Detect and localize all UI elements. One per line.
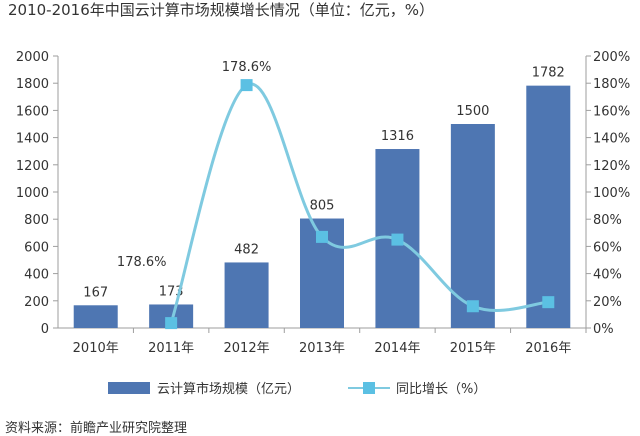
left-axis-tick-label: 600 bbox=[24, 240, 49, 255]
growth-line-marker bbox=[542, 296, 555, 309]
legend-line-marker bbox=[363, 382, 375, 394]
right-axis-tick-label: 100% bbox=[593, 186, 630, 201]
right-tick-group: 0% 20% 40% 60% 80% 100% 120% 140% 160% 180% 200% bbox=[586, 50, 630, 337]
left-axis-tick-label: 1200 bbox=[16, 159, 49, 174]
left-axis-tick-label: 1600 bbox=[16, 104, 49, 119]
x-axis-tick-label: 2014年 bbox=[374, 341, 420, 356]
bar-data-label: 1782 bbox=[532, 66, 565, 81]
growth-line-marker bbox=[240, 79, 253, 92]
bar-mark bbox=[224, 262, 269, 328]
growth-line-marker bbox=[316, 230, 328, 243]
right-axis-tick-label: 0% bbox=[593, 322, 614, 337]
left-axis-tick-label: 1800 bbox=[16, 77, 49, 92]
legend-bar-swatch bbox=[108, 382, 150, 394]
right-axis-tick-label: 160% bbox=[593, 104, 630, 119]
right-axis-tick-label: 180% bbox=[593, 77, 630, 92]
left-axis-tick-label: 0 bbox=[41, 322, 49, 337]
left-axis-tick-label: 1000 bbox=[16, 186, 49, 201]
growth-data-label: 178.6% bbox=[117, 255, 167, 270]
bar-data-label: 482 bbox=[234, 242, 259, 257]
source-note: 资料来源：前瞻产业研究院整理 bbox=[5, 420, 187, 436]
left-axis-tick-label: 200 bbox=[24, 295, 49, 310]
x-axis-tick-label: 2010年 bbox=[73, 341, 119, 356]
left-axis-tick-label: 800 bbox=[24, 213, 49, 228]
x-axis-tick-label: 2016年 bbox=[525, 341, 571, 356]
left-tick-group: 0 200 400 600 800 1000 1200 1400 1600 1800 2000 bbox=[16, 50, 58, 337]
chart-title: 2010-2016年中国云计算市场规模增长情况（单位：亿元，%） bbox=[8, 1, 434, 19]
right-axis-tick-label: 60% bbox=[593, 240, 622, 255]
right-axis-tick-label: 80% bbox=[593, 213, 622, 228]
legend: 云计算市场规模（亿元） 同比增长（%） bbox=[108, 381, 486, 397]
growth-line-marker bbox=[466, 300, 479, 313]
legend-line-label: 同比增长（%） bbox=[396, 382, 486, 397]
bar-mark bbox=[450, 124, 495, 328]
growth-data-label: 178.6% bbox=[222, 60, 272, 75]
left-axis-tick-label: 1400 bbox=[16, 132, 49, 147]
bar-mark bbox=[149, 304, 194, 328]
bars-group bbox=[73, 85, 571, 328]
right-axis-tick-label: 20% bbox=[593, 295, 622, 310]
x-labels-group: 2010年 2011年 2012年 2013年 2014年 2015年 2016年 bbox=[73, 328, 587, 356]
legend-bar-label: 云计算市场规模（亿元） bbox=[157, 381, 300, 397]
bar-data-label: 1500 bbox=[456, 104, 489, 119]
right-axis-tick-label: 140% bbox=[593, 132, 630, 147]
bar-mark bbox=[526, 85, 571, 328]
x-axis-tick-label: 2012年 bbox=[224, 341, 270, 356]
left-axis-tick-label: 2000 bbox=[16, 50, 49, 65]
bar-data-label: 805 bbox=[310, 199, 335, 214]
bar-mark bbox=[73, 305, 118, 328]
right-axis-tick-label: 120% bbox=[593, 159, 630, 174]
x-axis-tick-label: 2015年 bbox=[450, 341, 496, 356]
x-axis-tick-label: 2013年 bbox=[299, 341, 345, 356]
growth-line-marker bbox=[165, 317, 178, 330]
left-axis-tick-label: 400 bbox=[24, 268, 49, 283]
growth-line-marker bbox=[391, 233, 404, 246]
line-markers-group bbox=[165, 79, 555, 330]
x-axis-tick-label: 2011年 bbox=[148, 341, 194, 356]
line-labels-group: 178.6% 178.6% bbox=[117, 60, 271, 270]
right-axis-tick-label: 200% bbox=[593, 50, 630, 65]
bar-data-label: 1316 bbox=[381, 129, 414, 144]
right-axis-tick-label: 40% bbox=[593, 268, 622, 283]
bar-data-label: 167 bbox=[83, 285, 108, 300]
